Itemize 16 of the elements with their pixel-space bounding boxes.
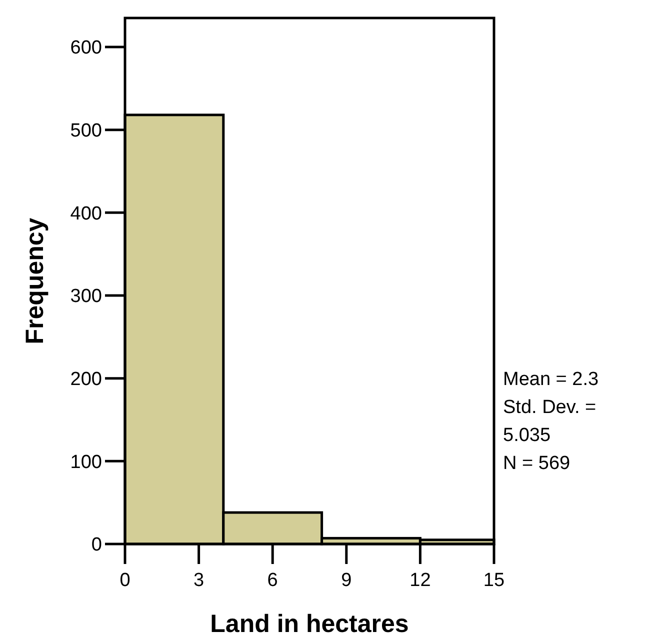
x-axis-title: Land in hectares <box>210 610 409 638</box>
x-tick-label: 6 <box>267 570 278 591</box>
y-axis-title: Frequency <box>21 218 49 344</box>
x-tick-label: 15 <box>483 570 505 591</box>
y-tick-label: 100 <box>70 452 102 473</box>
y-tick-label: 400 <box>70 203 102 224</box>
y-tick-label: 300 <box>70 286 102 308</box>
text: Mean = 2.3 Std. Dev. = 5.035 N = 569 <box>503 368 599 474</box>
y-tick-label: 500 <box>70 120 102 142</box>
x-tick-label: 0 <box>120 570 130 591</box>
x-tick-label: 9 <box>341 570 352 591</box>
y-tick-label: 600 <box>70 38 102 59</box>
x-tick-label: 12 <box>410 570 431 591</box>
y-tick-label: 200 <box>70 368 102 390</box>
y-tick-label: 0 <box>91 534 102 556</box>
x-tick-label: 3 <box>194 570 204 591</box>
